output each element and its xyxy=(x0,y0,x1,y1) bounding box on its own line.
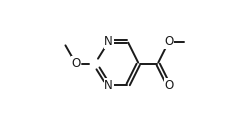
Text: O: O xyxy=(164,35,173,48)
Text: N: N xyxy=(104,79,113,92)
Text: N: N xyxy=(104,35,113,48)
Text: O: O xyxy=(164,79,173,92)
Text: O: O xyxy=(71,57,81,70)
